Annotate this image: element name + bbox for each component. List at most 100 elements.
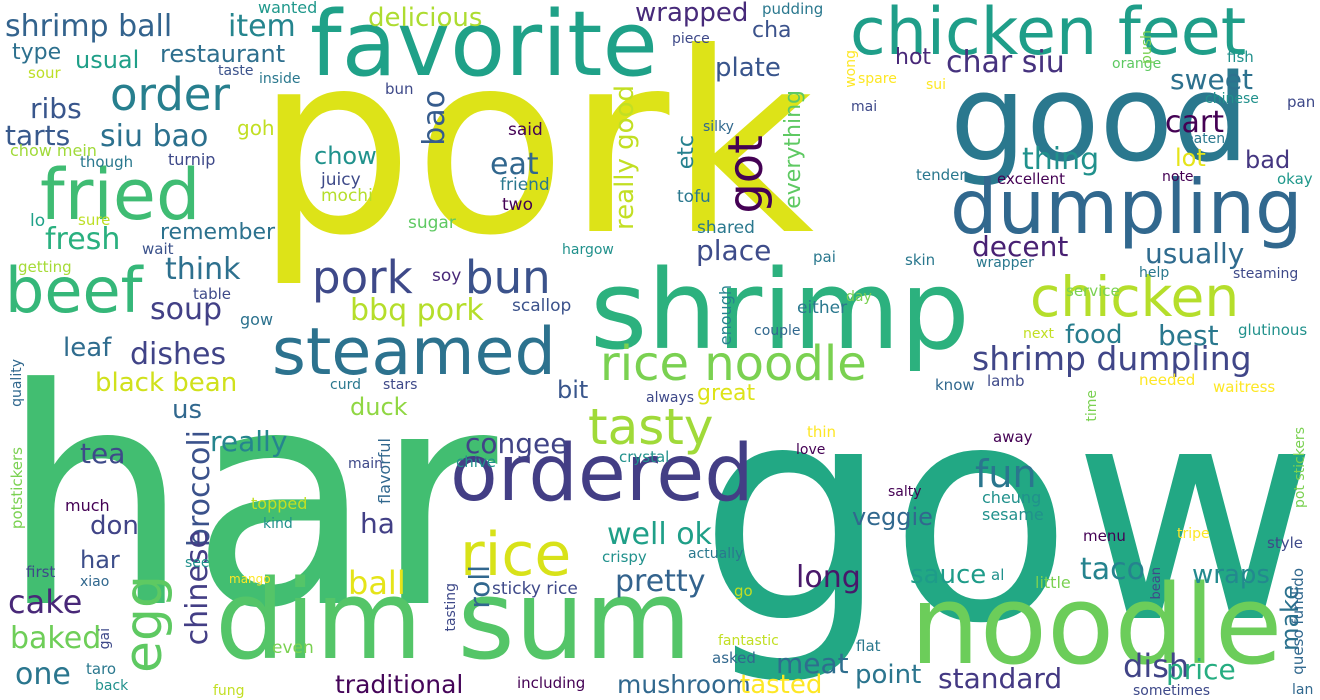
word-sugar: sugar bbox=[408, 213, 456, 233]
word-fantastic: fantastic bbox=[718, 633, 779, 649]
word-friend: friend bbox=[500, 175, 550, 195]
word-etc: etc bbox=[674, 135, 699, 170]
word-goh: goh bbox=[237, 116, 275, 140]
word-chicken-feet: chicken feet bbox=[850, 0, 1247, 70]
word-got: got bbox=[718, 135, 774, 214]
word-skin: skin bbox=[905, 251, 936, 269]
word-flat: flat bbox=[856, 637, 881, 655]
word-see: see bbox=[185, 555, 210, 571]
word-shared: shared bbox=[697, 218, 755, 238]
word-meat: meat bbox=[776, 647, 849, 680]
word-cart: cart bbox=[1165, 105, 1224, 140]
word-usual: usual bbox=[75, 46, 140, 74]
word-waitress: waitress bbox=[1213, 378, 1276, 396]
word-wrapped: wrapped bbox=[635, 0, 749, 28]
word-best: best bbox=[1158, 319, 1219, 352]
word-veggie: veggie bbox=[852, 503, 933, 531]
word-fun: fun bbox=[975, 452, 1037, 496]
word-shrimp: shrimp bbox=[590, 246, 970, 374]
word-lot: lot bbox=[1175, 144, 1206, 172]
word-crystal: crystal bbox=[619, 448, 670, 466]
word-lan: lan bbox=[1292, 682, 1314, 698]
word-note: note bbox=[1162, 169, 1194, 185]
word-couple: couple bbox=[754, 323, 801, 339]
word-place: place bbox=[696, 234, 772, 267]
word-pork: pork bbox=[312, 251, 413, 304]
word-point: point bbox=[855, 660, 922, 690]
word-day: day bbox=[846, 289, 872, 305]
word-al: al bbox=[991, 566, 1005, 584]
word-service: service bbox=[1066, 282, 1120, 300]
word-including: including bbox=[517, 674, 586, 692]
word-asked: asked bbox=[712, 649, 756, 667]
word-think: think bbox=[165, 252, 241, 287]
word-plate: plate bbox=[715, 53, 781, 83]
word-duck: duck bbox=[350, 393, 408, 421]
word-chow-mein: chow mein bbox=[10, 141, 97, 160]
word-mushroom: mushroom bbox=[617, 670, 751, 699]
word-mango: mango bbox=[229, 572, 271, 586]
word-xiao: xiao bbox=[80, 574, 110, 590]
word-bad: bad bbox=[1245, 146, 1291, 174]
word-getting: getting bbox=[18, 258, 72, 276]
word-hot: hot bbox=[895, 45, 932, 70]
word-bun: bun bbox=[465, 251, 551, 304]
word-chinese: chinese bbox=[1205, 91, 1259, 107]
word-sweet: sweet bbox=[1170, 63, 1253, 96]
word-hargow: hargow bbox=[562, 242, 614, 258]
word-cheung: cheung bbox=[982, 488, 1042, 507]
word-one: one bbox=[15, 657, 71, 692]
word-actually: actually bbox=[688, 546, 744, 562]
word-main: main bbox=[348, 456, 383, 472]
word-great: great bbox=[697, 381, 756, 406]
word-glutinous: glutinous bbox=[1238, 321, 1308, 339]
word-bit: bit bbox=[557, 376, 589, 404]
word-eat: eat bbox=[490, 147, 539, 182]
word-steamed: steamed bbox=[272, 315, 556, 390]
word-little: little bbox=[1035, 573, 1071, 592]
word-needed: needed bbox=[1139, 371, 1196, 389]
word-wanted: wanted bbox=[258, 0, 318, 17]
word-congee: congee bbox=[465, 427, 568, 460]
word-ha: ha bbox=[360, 507, 395, 540]
word-queso-fundido: queso fundido bbox=[1289, 568, 1307, 675]
word-tasted: tasted bbox=[740, 670, 823, 700]
word-topped: topped bbox=[251, 494, 308, 513]
word-sticky-rice: sticky rice bbox=[492, 579, 578, 599]
word-go: go bbox=[734, 582, 753, 600]
word-two: two bbox=[502, 195, 533, 215]
word-turnip: turnip bbox=[168, 150, 216, 169]
word-style: style bbox=[1267, 534, 1303, 552]
word-though: though bbox=[80, 153, 134, 171]
word-juicy: juicy bbox=[321, 170, 361, 190]
word-gow: gow bbox=[240, 310, 274, 329]
word-said: said bbox=[508, 120, 543, 140]
word-us: us bbox=[172, 395, 203, 425]
word-orange: orange bbox=[1112, 56, 1162, 72]
word-piece: piece bbox=[672, 31, 710, 47]
word-pretty: pretty bbox=[615, 564, 706, 599]
word-sure: sure bbox=[78, 211, 111, 229]
word-soy: soy bbox=[432, 266, 462, 286]
word-even: even bbox=[272, 638, 314, 658]
word-chive: chive bbox=[456, 453, 497, 471]
word-restaurant: restaurant bbox=[160, 40, 286, 68]
word-tender: tender bbox=[916, 166, 966, 184]
word-stars: stars bbox=[383, 377, 418, 393]
word-remember: remember bbox=[160, 220, 276, 245]
word-spare: spare bbox=[858, 71, 897, 87]
word-tasty: tasty bbox=[588, 398, 714, 456]
word-fish: fish bbox=[1227, 48, 1254, 66]
word-pork: pork bbox=[255, 0, 815, 290]
word-flavorful: flavorful bbox=[375, 438, 394, 504]
word-gai: gai bbox=[97, 628, 113, 650]
word-bao: bao bbox=[417, 90, 452, 146]
word-mochi: mochi bbox=[321, 186, 373, 206]
word-favorite: favorite bbox=[310, 0, 658, 97]
word-tea: tea bbox=[80, 437, 126, 470]
word-dishes: dishes bbox=[130, 337, 227, 372]
word-kind: kind bbox=[263, 516, 293, 532]
word-sometimes: sometimes bbox=[1133, 683, 1211, 699]
word-leaf: leaf bbox=[63, 333, 112, 363]
word-good: good bbox=[950, 50, 1250, 189]
